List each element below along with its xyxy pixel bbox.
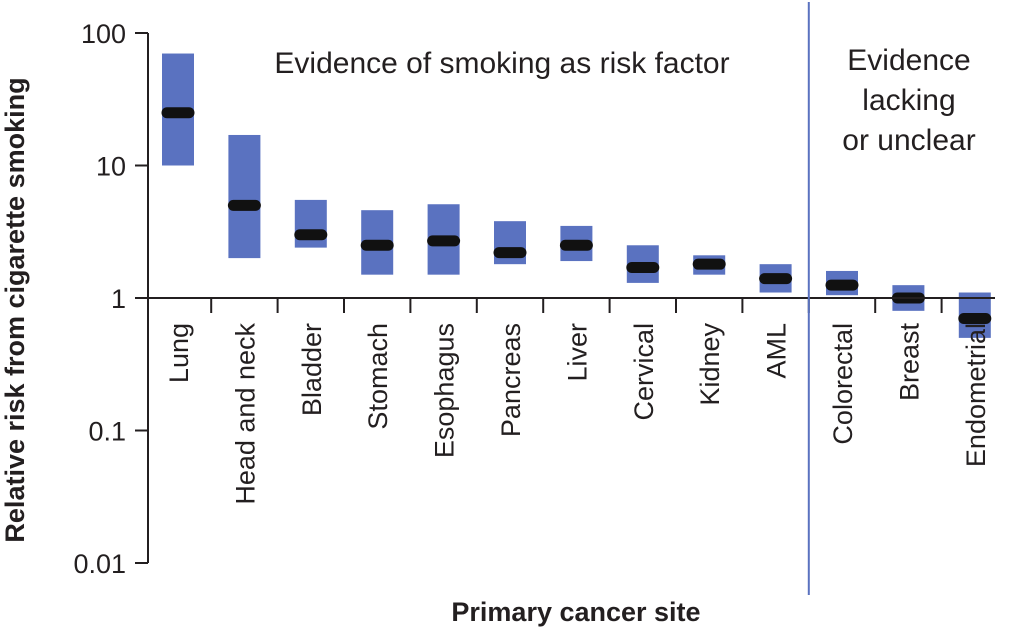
x-axis-title: Primary cancer site: [451, 597, 700, 627]
evidence-group-annotation: Evidence of smoking as risk factor: [274, 47, 729, 80]
lacking-group-line-3: or unclear: [842, 124, 975, 157]
category-label: Colorectal: [828, 323, 858, 445]
category-label: Pancreas: [496, 323, 526, 437]
category-label: Bladder: [297, 323, 327, 416]
category-label: AML: [762, 323, 792, 379]
y-tick-label: 0.1: [88, 417, 126, 447]
y-tick-label: 100: [81, 19, 126, 49]
lacking-group-line-2: lacking: [862, 84, 955, 117]
y-axis-title: Relative risk from cigarette smoking: [0, 77, 30, 542]
category-label: Liver: [562, 323, 592, 382]
category-label: Kidney: [695, 323, 725, 406]
x-axis-ticks: Lung Head and neck Bladder Stomach Esophagus…: [164, 298, 991, 505]
y-axis-ticks: 100 10 1 0.1 0.01: [73, 19, 148, 579]
y-tick-label: 10: [96, 152, 126, 182]
category-label: Esophagus: [430, 323, 460, 458]
range-bar-bladder: [294, 199, 327, 248]
category-label: Lung: [164, 323, 194, 383]
category-label: Breast: [894, 323, 924, 402]
lacking-group-line-1: Evidence: [847, 44, 970, 77]
category-label: Head and neck: [230, 323, 260, 505]
range-bar-head-and-neck: [228, 134, 261, 259]
category-label: Stomach: [363, 323, 393, 430]
y-tick-label: 1: [111, 284, 126, 314]
category-label: Endometrial: [961, 323, 991, 467]
y-tick-label: 0.01: [73, 549, 126, 579]
category-label: Cervical: [629, 323, 659, 421]
